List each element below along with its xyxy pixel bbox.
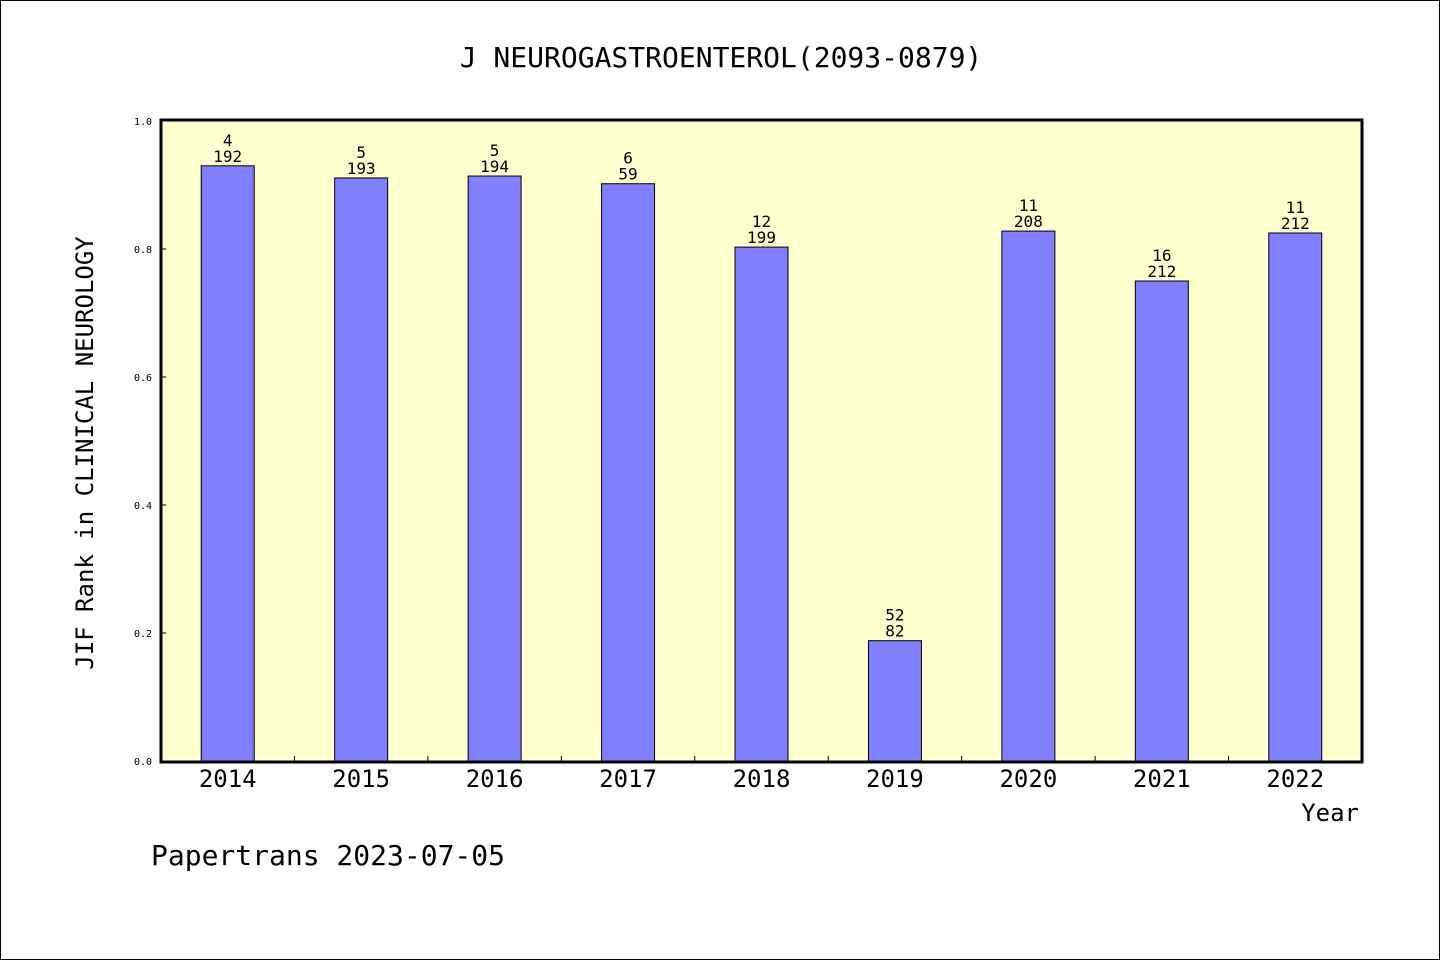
bar-2019 <box>867 640 922 762</box>
rank-label-2015: 5 <box>356 143 366 162</box>
total-label-2015: 193 <box>347 159 376 178</box>
y-tick-label-0.6: 0.6 <box>134 373 152 384</box>
plot-border <box>159 118 1364 764</box>
rank-label-2019: 52 <box>885 606 904 625</box>
footer-text: Papertrans 2023-07-05 <box>151 839 505 872</box>
y-tick-label-0.0: 0.0 <box>134 757 152 768</box>
total-label-2018: 199 <box>747 228 776 247</box>
rank-label-2020: 11 <box>1019 196 1038 215</box>
bar-2017 <box>601 183 656 762</box>
total-label-2020: 208 <box>1014 212 1043 231</box>
x-tick-label-2020: 2020 <box>999 765 1057 793</box>
x-tick-label-2017: 2017 <box>599 765 657 793</box>
y-tick-label-0.2: 0.2 <box>134 629 152 640</box>
bar-2022 <box>1268 232 1323 762</box>
x-axis-label: Year <box>1301 799 1359 827</box>
total-label-2021: 212 <box>1147 262 1176 281</box>
x-tick-label-2018: 2018 <box>733 765 791 793</box>
total-label-2022: 212 <box>1281 214 1310 233</box>
x-tick-label-2015: 2015 <box>332 765 390 793</box>
rank-label-2014: 4 <box>223 131 233 150</box>
y-tick-label-1.0: 1.0 <box>134 117 152 128</box>
bar-2018 <box>734 246 789 762</box>
total-label-2014: 192 <box>213 147 242 166</box>
y-axis-label: JIF Rank in CLINICAL NEUROLOGY <box>71 236 99 670</box>
rank-label-2021: 16 <box>1152 246 1171 265</box>
bar-2015 <box>334 177 389 762</box>
total-label-2016: 194 <box>480 157 509 176</box>
y-tick-label-0.8: 0.8 <box>134 245 152 256</box>
bar-2020 <box>1001 230 1056 762</box>
total-label-2017: 59 <box>618 165 637 184</box>
bar-2021 <box>1134 280 1189 762</box>
bar-2014 <box>200 165 255 762</box>
total-label-2019: 82 <box>885 622 904 641</box>
x-tick-label-2021: 2021 <box>1133 765 1191 793</box>
rank-label-2016: 5 <box>490 141 500 160</box>
x-tick-label-2019: 2019 <box>866 765 924 793</box>
rank-label-2018: 12 <box>752 212 771 231</box>
rank-label-2017: 6 <box>623 149 633 168</box>
x-tick-label-2016: 2016 <box>466 765 524 793</box>
y-tick-label-0.4: 0.4 <box>134 501 152 512</box>
x-tick-label-2022: 2022 <box>1266 765 1324 793</box>
chart-title: J NEUROGASTROENTEROL(2093-0879) <box>460 41 983 74</box>
bar-2016 <box>467 175 522 762</box>
x-tick-label-2014: 2014 <box>199 765 257 793</box>
rank-label-2022: 11 <box>1286 198 1305 217</box>
